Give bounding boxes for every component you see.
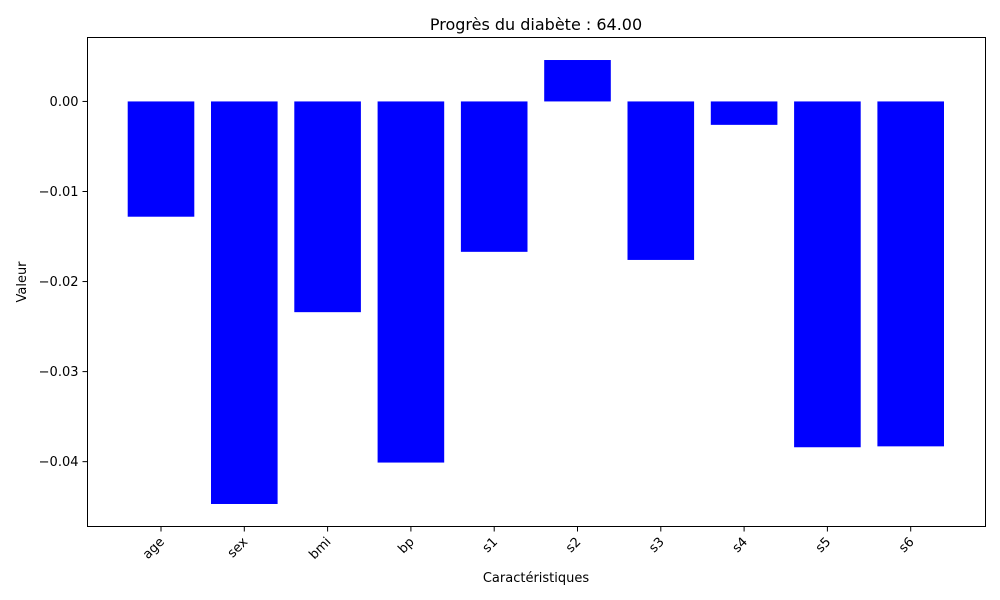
bar-age xyxy=(127,101,195,217)
x-tick-label: s3 xyxy=(646,535,667,556)
x-axis-label: Caractéristiques xyxy=(483,571,590,586)
y-tick-label: −0.03 xyxy=(39,365,79,380)
y-tick-label: −0.01 xyxy=(39,185,79,200)
x-axis-ticks: age sex bmi bp s1 s2 s3 s4 s5 s6 xyxy=(140,526,918,563)
y-tick-label: −0.04 xyxy=(39,455,79,470)
x-tick-label: s5 xyxy=(813,535,834,556)
bar-s2 xyxy=(544,60,611,102)
x-tick-label: s4 xyxy=(730,535,751,556)
x-tick-label: s2 xyxy=(563,535,584,556)
bar-s6 xyxy=(877,101,944,447)
bar-s3 xyxy=(627,101,695,260)
x-tick-label: sex xyxy=(225,535,252,562)
y-tick-label: 0.00 xyxy=(50,95,79,110)
bars-group xyxy=(127,60,944,504)
bar-bmi xyxy=(294,101,361,313)
bar-s4 xyxy=(710,101,778,125)
chart-title: Progrès du diabète : 64.00 xyxy=(430,15,642,34)
bar-s5 xyxy=(794,101,861,448)
bar-sex xyxy=(211,101,278,504)
bar-bp xyxy=(377,101,445,463)
x-tick-label: bmi xyxy=(306,535,334,563)
y-tick-label: −0.02 xyxy=(39,275,79,290)
x-tick-label: age xyxy=(140,535,168,563)
y-axis-ticks: 0.00 −0.01 −0.02 −0.03 −0.04 xyxy=(39,95,88,470)
x-tick-label: bp xyxy=(395,535,417,557)
x-tick-label: s6 xyxy=(896,535,917,556)
bar-s1 xyxy=(460,101,528,252)
x-tick-label: s1 xyxy=(480,535,501,556)
y-axis-label: Valeur xyxy=(15,261,30,303)
